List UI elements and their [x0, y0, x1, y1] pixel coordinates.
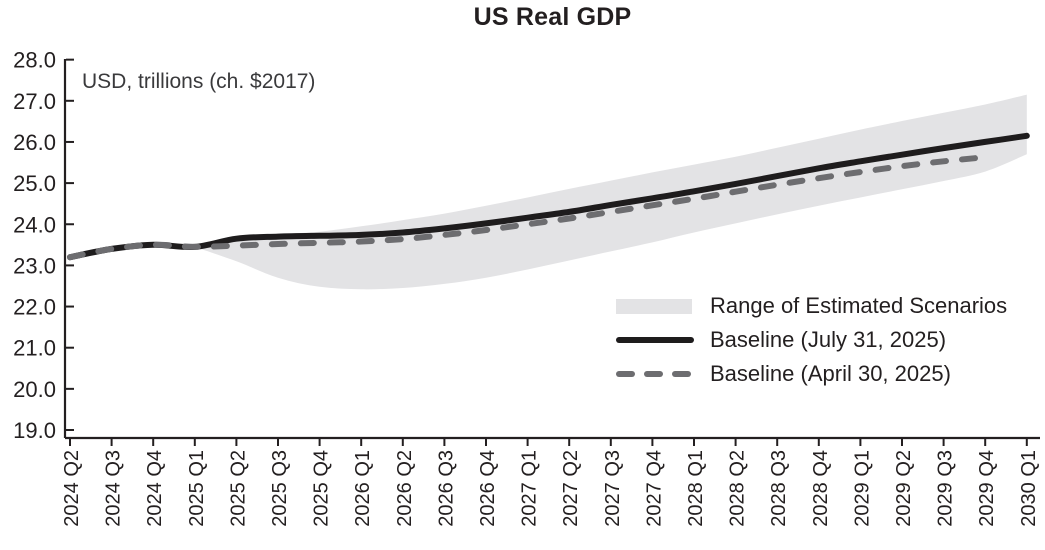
legend-item-baseline-july: Baseline (July 31, 2025) [616, 323, 1007, 357]
dash-segment [672, 371, 691, 377]
x-tick-label: 2028 Q3 [768, 450, 790, 527]
x-tick-label: 2027 Q2 [560, 450, 582, 527]
x-tick-label: 2028 Q1 [685, 450, 707, 527]
x-tick-label: 2026 Q4 [477, 450, 499, 527]
legend-item-range: Range of Estimated Scenarios [616, 289, 1007, 323]
legend-label-range: Range of Estimated Scenarios [710, 293, 1008, 318]
baseline-april-line [67, 154, 989, 261]
dash-segment [644, 371, 663, 377]
x-tick-label: 2025 Q1 [186, 450, 208, 527]
x-tick-label: 2026 Q3 [435, 450, 457, 527]
x-tick-label: 2028 Q4 [810, 450, 832, 527]
y-tick-label: 19.0 [13, 418, 56, 443]
x-tick-label: 2028 Q2 [727, 450, 749, 527]
x-tick-label: 2027 Q4 [643, 450, 665, 527]
y-tick-label: 20.0 [13, 377, 56, 402]
legend: Range of Estimated Scenarios Baseline (J… [616, 289, 1007, 391]
x-tick-label: 2025 Q2 [227, 450, 249, 527]
y-tick-label: 24.0 [13, 212, 56, 237]
y-axis-unit-label: USD, trillions (ch. $2017) [82, 70, 316, 93]
legend-label-baseline-july: Baseline (July 31, 2025) [710, 327, 947, 352]
legend-label-baseline-april: Baseline (April 30, 2025) [710, 361, 951, 386]
x-tick-label: 2024 Q3 [103, 450, 125, 527]
x-tick-label: 2029 Q2 [893, 450, 915, 527]
x-tick-label: 2024 Q4 [144, 450, 166, 527]
scenario-range-band [194, 94, 1027, 290]
y-tick-label: 23.0 [13, 253, 56, 278]
x-tick-label: 2025 Q4 [311, 450, 333, 527]
axes-spines [63, 59, 1040, 440]
range-band-swatch [616, 298, 692, 314]
y-tick-label: 21.0 [13, 336, 56, 361]
x-tick-label: 2025 Q3 [269, 450, 291, 527]
legend-item-baseline-april: Baseline (April 30, 2025) [616, 357, 1007, 391]
x-tick-label: 2029 Q1 [851, 450, 873, 527]
x-tick-label: 2026 Q1 [352, 450, 374, 527]
baseline-april-line-swatch [616, 371, 698, 377]
x-tick-label: 2024 Q2 [61, 450, 83, 527]
x-tick-label: 2026 Q2 [394, 450, 416, 527]
x-tick-label: 2030 Q1 [1018, 450, 1040, 527]
y-tick-label: 22.0 [13, 295, 56, 320]
x-tick-label: 2029 Q3 [935, 450, 957, 527]
y-tick-label: 25.0 [13, 171, 56, 196]
x-tick-label: 2027 Q3 [602, 450, 624, 527]
y-tick-label: 27.0 [13, 89, 56, 114]
y-tick-label: 26.0 [13, 130, 56, 155]
baseline-july-line-swatch [616, 337, 694, 343]
x-tick-label: 2029 Q4 [976, 450, 998, 527]
dash-segment [616, 371, 635, 377]
x-tick-label: 2027 Q1 [519, 450, 541, 527]
chart-title: US Real GDP [473, 3, 632, 31]
y-tick-label: 28.0 [13, 48, 56, 73]
baseline-july-line [67, 132, 1030, 261]
